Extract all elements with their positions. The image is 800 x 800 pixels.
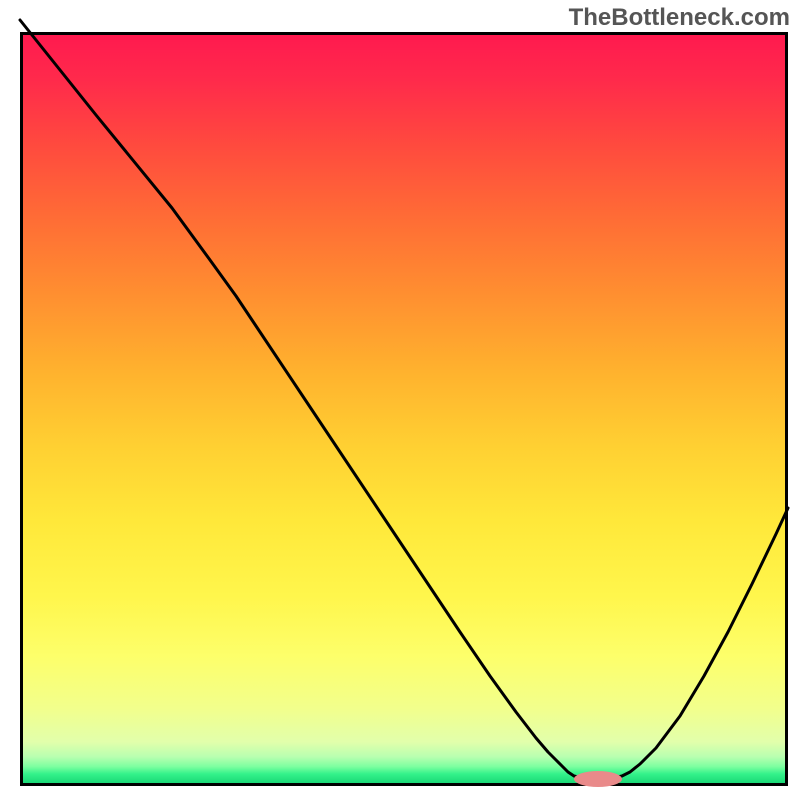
bottleneck-curve (20, 20, 788, 779)
chart-container: TheBottleneck.com (0, 0, 800, 800)
minimum-marker (574, 771, 622, 787)
curve-layer (0, 0, 800, 800)
